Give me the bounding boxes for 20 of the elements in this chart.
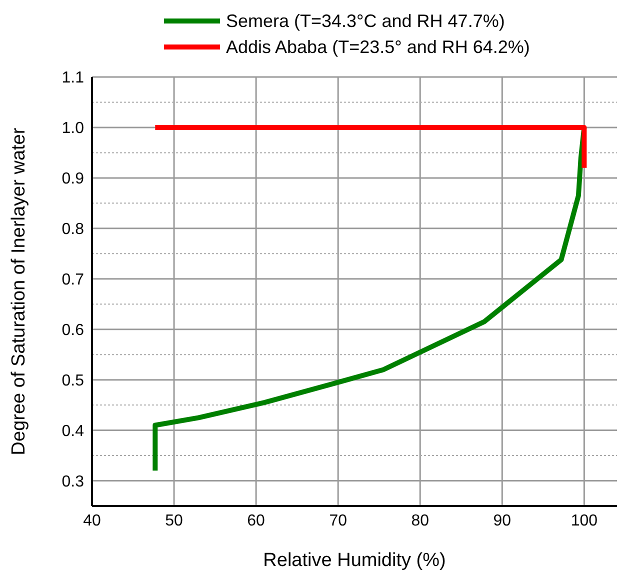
y-tick-label: 1.1 (62, 70, 84, 87)
x-tick-label: 80 (411, 512, 430, 530)
y-tick-label: 0.8 (62, 221, 84, 238)
y-tick-label: 0.9 (62, 170, 84, 188)
x-tick-label: 50 (165, 512, 184, 530)
x-tick-label: 100 (570, 512, 598, 530)
x-tick-label: 70 (329, 512, 348, 530)
y-tick-label: 0.6 (62, 322, 84, 340)
y-tick-label: 0.4 (62, 422, 84, 440)
y-axis-title: Degree of Saturation of Inerlayer water (8, 127, 30, 456)
y-tick-label: 0.5 (62, 372, 84, 390)
x-tick-label: 40 (83, 512, 101, 530)
x-tick-label: 60 (247, 512, 266, 530)
y-tick-label: 1.0 (62, 120, 84, 138)
x-axis-title: Relative Humidity (%) (263, 550, 446, 571)
y-tick-label: 0.7 (62, 272, 84, 289)
legend-label: Semera (T=34.3°C and RH 47.7%) (226, 10, 505, 32)
x-tick-label: 90 (493, 512, 512, 530)
y-tick-label: 0.3 (62, 473, 84, 490)
legend-label: Addis Ababa (T=23.5° and RH 64.2%) (226, 36, 530, 58)
